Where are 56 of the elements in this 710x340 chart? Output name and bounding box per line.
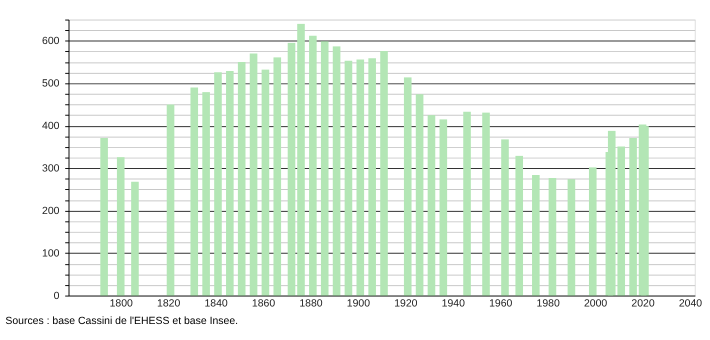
bar	[404, 77, 412, 296]
bar	[356, 59, 364, 296]
x-tick-label: 2020	[631, 298, 655, 310]
bar	[380, 51, 388, 296]
y-tick-label: 400	[42, 121, 60, 132]
x-tick-label: 2000	[584, 298, 608, 310]
bar	[273, 57, 282, 296]
bar	[568, 179, 576, 296]
bar	[641, 126, 649, 296]
bar	[608, 130, 616, 296]
x-tick-label: 1980	[536, 298, 560, 310]
bar	[629, 138, 637, 296]
bar	[428, 115, 436, 296]
bar	[166, 104, 174, 296]
bar	[262, 70, 270, 296]
bar	[532, 174, 540, 296]
bar	[226, 70, 234, 296]
x-tick-label: 1920	[394, 298, 418, 310]
bar	[617, 146, 626, 296]
x-tick-label: 1860	[252, 298, 276, 310]
bar	[440, 119, 448, 296]
bar	[100, 138, 108, 296]
bar	[548, 178, 556, 296]
y-tick-label: 0	[54, 290, 60, 302]
y-tick-label: 500	[42, 78, 60, 90]
bar	[309, 36, 317, 296]
bar	[131, 182, 139, 296]
bar	[515, 156, 524, 296]
bar	[116, 157, 125, 296]
x-tick-label: 2040	[678, 298, 702, 310]
bar	[344, 60, 352, 296]
bar	[463, 112, 471, 296]
bar	[190, 88, 198, 296]
bar	[250, 54, 258, 296]
source-note: Sources : base Cassini de l'EHESS et base Insee.	[5, 316, 238, 328]
bar	[368, 58, 376, 296]
y-tick-label: 600	[42, 36, 60, 48]
bar	[214, 72, 222, 296]
x-tick-label: 1840	[204, 298, 228, 310]
y-tick-label: 100	[42, 248, 60, 260]
bar	[588, 167, 597, 296]
bar	[332, 46, 340, 296]
bar	[202, 92, 210, 296]
x-tick-label: 1800	[110, 298, 134, 310]
bar	[238, 62, 246, 296]
x-tick-label: 1900	[346, 298, 370, 310]
y-tick-label: 300	[42, 164, 60, 175]
y-tick-label: 200	[42, 206, 60, 217]
bar	[416, 94, 424, 296]
x-tick-label: 1880	[299, 298, 323, 310]
x-tick-label: 1820	[157, 298, 180, 310]
bar	[482, 112, 490, 296]
x-tick-label: 1940	[442, 298, 466, 310]
bar	[320, 41, 329, 296]
x-tick-label: 1960	[489, 298, 513, 310]
bar	[501, 139, 509, 296]
